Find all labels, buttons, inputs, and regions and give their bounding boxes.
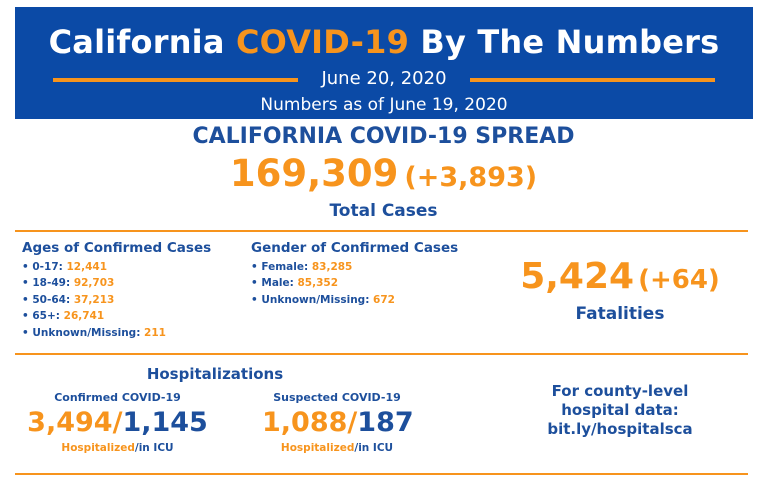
age-value: 211 bbox=[144, 326, 166, 339]
title-highlight: COVID-19 bbox=[235, 23, 410, 61]
gender-value: 83,285 bbox=[311, 261, 353, 273]
confirmed-hospitalized-number: 3,494 bbox=[27, 407, 113, 438]
divider-right bbox=[470, 78, 715, 82]
gender-value: 672 bbox=[373, 293, 395, 306]
total-cases-row: 169,309 (+3,893) bbox=[0, 150, 767, 205]
confirmed-footnote: Hospitalized/in ICU bbox=[61, 442, 174, 454]
list-item: • Female: 83,285 bbox=[251, 259, 501, 275]
section-divider bbox=[15, 473, 748, 475]
age-label: • 18-49: bbox=[22, 277, 71, 290]
list-item: • 50-64: 37,213 bbox=[22, 292, 247, 308]
fatalities-label: Fatalities bbox=[575, 304, 665, 324]
total-cases-label: Total Cases bbox=[329, 201, 438, 221]
fatalities-row: 5,424 (+64) bbox=[505, 255, 735, 305]
age-label: • Unknown/Missing: bbox=[22, 326, 141, 339]
gender-list: Gender of Confirmed Cases • Female: 83,2… bbox=[251, 239, 501, 308]
list-item: • 65+: 26,741 bbox=[22, 308, 247, 324]
hospitalizations-title: Hospitalizations bbox=[146, 365, 284, 383]
age-value: 92,703 bbox=[73, 277, 115, 290]
total-cases-number: 169,309 bbox=[229, 152, 399, 195]
list-item: • Male: 85,352 bbox=[251, 275, 501, 291]
age-value: 26,741 bbox=[63, 310, 105, 323]
confirmed-icu-number: 1,145 bbox=[122, 407, 208, 438]
confirmed-numbers: 3,494/1,145 bbox=[27, 407, 208, 438]
page-title: California COVID-19 By The Numbers bbox=[15, 23, 753, 61]
icu-label: in ICU bbox=[138, 442, 174, 454]
county-note-link[interactable]: bit.ly/hospitalsca bbox=[547, 420, 693, 438]
suspected-icu-number: 187 bbox=[357, 407, 414, 438]
county-note-line-1: For county-level bbox=[551, 382, 689, 400]
header-banner: California COVID-19 By The Numbers June … bbox=[15, 7, 753, 119]
confirmed-subtitle: Confirmed COVID-19 bbox=[54, 391, 181, 404]
age-label: • 65+: bbox=[22, 310, 60, 323]
title-part-1: California bbox=[48, 23, 225, 61]
hospitalized-label: Hospitalized bbox=[280, 442, 355, 454]
suspected-footnote: Hospitalized/in ICU bbox=[280, 442, 394, 454]
age-value: 37,213 bbox=[73, 293, 115, 306]
icu-label: in ICU bbox=[358, 442, 394, 454]
suspected-numbers: 1,088/187 bbox=[262, 407, 414, 438]
county-note: For county-level hospital data: bit.ly/h… bbox=[520, 382, 720, 439]
age-value: 12,441 bbox=[66, 261, 108, 273]
age-label: • 0-17: bbox=[22, 261, 63, 273]
suspected-hospitalizations: Suspected COVID-19 1,088/187 Hospitalize… bbox=[262, 391, 414, 455]
list-item: • Unknown/Missing: 672 bbox=[251, 292, 501, 308]
county-note-line-2: hospital data: bbox=[561, 401, 679, 419]
list-item: • 18-49: 92,703 bbox=[22, 275, 247, 291]
fatalities-change: (+64) bbox=[638, 265, 720, 295]
section-divider bbox=[15, 230, 748, 232]
date-text: June 20, 2020 bbox=[321, 68, 447, 89]
hospitalized-label: Hospitalized bbox=[61, 442, 135, 454]
title-part-2: By The Numbers bbox=[420, 23, 720, 61]
ages-title: Ages of Confirmed Cases bbox=[22, 240, 212, 256]
gender-label: • Male: bbox=[251, 277, 294, 290]
suspected-hospitalized-number: 1,088 bbox=[262, 407, 348, 438]
spread-title: CALIFORNIA COVID-19 SPREAD bbox=[192, 124, 575, 149]
as-of-text: Numbers as of June 19, 2020 bbox=[260, 95, 508, 115]
gender-label: • Unknown/Missing: bbox=[251, 293, 370, 306]
total-cases-change: (+3,893) bbox=[404, 162, 538, 193]
date-row: June 20, 2020 bbox=[15, 67, 753, 91]
suspected-subtitle: Suspected COVID-19 bbox=[273, 391, 401, 404]
section-divider bbox=[15, 353, 748, 355]
fatalities-number: 5,424 bbox=[520, 256, 635, 297]
gender-label: • Female: bbox=[251, 261, 309, 273]
ages-list: Ages of Confirmed Cases • 0-17: 12,441 •… bbox=[22, 239, 247, 341]
confirmed-hospitalizations: Confirmed COVID-19 3,494/1,145 Hospitali… bbox=[15, 391, 220, 455]
list-item: • Unknown/Missing: 211 bbox=[22, 325, 247, 341]
gender-title: Gender of Confirmed Cases bbox=[251, 240, 459, 256]
gender-value: 85,352 bbox=[297, 277, 339, 290]
list-item: • 0-17: 12,441 bbox=[22, 259, 247, 275]
age-label: • 50-64: bbox=[22, 293, 71, 306]
divider-left bbox=[53, 78, 298, 82]
